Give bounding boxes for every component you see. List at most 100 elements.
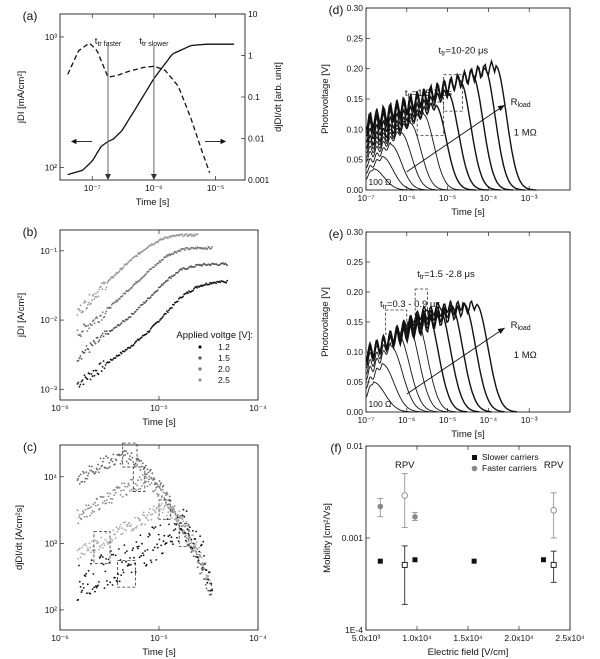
data-point-b-1.5 (167, 279, 169, 281)
data-point-c-1.2 (91, 588, 94, 590)
data-point-c-2.0 (194, 546, 197, 548)
data-point-f-slower (471, 558, 477, 564)
data-point-c-2.0 (93, 511, 96, 513)
data-point-c-1.5 (168, 507, 170, 510)
data-point-c-2.0 (197, 557, 200, 560)
peak-region-box-c (132, 466, 146, 492)
plot-frame-f (365, 445, 571, 631)
data-point-c-2.5 (180, 525, 183, 527)
y-tick-label-a: 10² (45, 162, 57, 172)
data-point-c-1.5 (136, 525, 139, 527)
data-point-b-1.2 (97, 373, 100, 376)
data-point-b-1.5 (164, 281, 166, 284)
resistance-low-label-e: 100 Ω (369, 399, 392, 409)
data-point-c-1.2 (143, 562, 146, 565)
y-tick-label-a: 10³ (45, 32, 57, 42)
data-point-c-2.0 (108, 501, 111, 504)
data-point-c-2.5 (205, 587, 208, 590)
data-point-c-2.5 (200, 568, 203, 570)
data-point-b-1.2 (161, 317, 163, 320)
voltage-transient-curve-e (365, 300, 505, 413)
data-point-b-2.5 (78, 308, 80, 310)
data-point-b-2.5 (192, 233, 195, 236)
legend-label-b: 1.2 (218, 342, 230, 352)
data-point-c-2.5 (130, 452, 133, 454)
data-point-c-2.5 (168, 503, 170, 505)
data-point-c-1.5 (166, 504, 169, 507)
data-point-b-1.2 (208, 283, 211, 286)
data-point-c-1.2 (90, 562, 92, 565)
data-point-b-2.5 (170, 236, 172, 239)
data-point-c-1.5 (115, 526, 118, 529)
data-point-c-2.5 (141, 465, 143, 468)
data-point-c-2.5 (162, 484, 165, 487)
fast-peak-box-e (385, 309, 408, 335)
data-point-c-2.0 (139, 487, 142, 490)
panel-e: (e) 10⁻⁷ 10⁻⁶ 10⁻⁵ 10⁻⁴ 10⁻³ 0.00 0.05 0.10 0.15 0… (320, 227, 571, 440)
x-tick-label-c: 10⁻⁵ (150, 633, 167, 643)
data-point-c-2.5 (106, 467, 108, 470)
data-point-b-1.5 (201, 265, 204, 267)
data-point-b-1.2 (205, 282, 208, 285)
data-point-c-1.5 (85, 545, 88, 547)
data-point-c-2.0 (136, 484, 139, 487)
voltage-transient-curve-e (365, 362, 423, 413)
fast-peak-box-d (416, 101, 445, 136)
x-tick-label-d: 10⁻⁵ (439, 193, 456, 203)
data-point-b-2.0 (114, 301, 117, 303)
data-point-c-2.0 (131, 478, 134, 481)
data-point-c-1.5 (206, 574, 209, 577)
right-axis-arrow-a (205, 138, 227, 145)
data-point-c-2.5 (128, 458, 131, 460)
data-point-c-1.2 (197, 559, 200, 562)
data-point-b-1.5 (187, 267, 189, 270)
data-point-b-2.0 (194, 246, 197, 249)
data-point-c-1.2 (172, 529, 175, 532)
data-point-c-2.5 (148, 478, 151, 481)
data-point-c-2.5 (163, 497, 166, 499)
y-tick-label-e: 0.25 (346, 257, 363, 267)
data-point-c-2.0 (86, 507, 89, 510)
data-point-c-2.0 (153, 478, 156, 481)
data-point-c-1.2 (105, 558, 107, 560)
transit-time-arrowhead-a (104, 174, 111, 180)
data-point-c-1.5 (173, 518, 176, 521)
x-tick-label-f: 5.0x10³ (352, 633, 381, 643)
data-point-b-2.5 (187, 235, 189, 238)
data-point-c-2.5 (98, 471, 100, 474)
data-point-b-2.0 (88, 327, 91, 330)
data-point-c-1.2 (78, 580, 81, 583)
data-point-c-2.0 (166, 493, 169, 496)
data-point-c-2.5 (138, 460, 141, 463)
data-point-c-1.5 (95, 542, 98, 545)
data-point-b-1.2 (118, 354, 121, 357)
data-point-b-1.2 (225, 281, 228, 284)
data-point-b-1.2 (178, 297, 180, 300)
data-point-b-2.0 (162, 258, 165, 261)
data-point-c-2.0 (137, 479, 139, 482)
data-point-b-1.2 (171, 306, 173, 309)
data-point-c-1.2 (129, 557, 131, 559)
data-point-c-1.5 (90, 540, 93, 543)
data-point-c-2.5 (119, 462, 122, 465)
data-point-b-2.5 (95, 296, 98, 298)
data-point-c-2.5 (102, 457, 105, 460)
x-tick-label-f: 2.5x10⁴ (555, 633, 585, 643)
data-point-c-1.2 (148, 532, 151, 535)
data-point-b-1.2 (187, 292, 189, 295)
data-point-b-1.5 (181, 268, 183, 271)
x-tick-label-d: 10⁻⁴ (480, 193, 498, 203)
data-point-b-1.5 (136, 308, 139, 311)
data-point-c-2.5 (78, 483, 81, 485)
data-point-c-2.0 (141, 474, 144, 476)
data-point-c-1.2 (153, 546, 156, 549)
data-point-c-2.5 (105, 455, 107, 458)
legend-label-b: 2.0 (218, 364, 230, 374)
data-point-c-1.5 (171, 517, 174, 519)
data-point-b-1.5 (190, 265, 192, 267)
data-point-b-1.5 (103, 330, 106, 333)
y-tick-label-f: 0.001 (342, 533, 364, 543)
data-point-c-1.5 (152, 508, 155, 511)
x-tick-label-e: 10⁻⁷ (357, 415, 374, 425)
data-point-b-1.2 (140, 336, 143, 339)
